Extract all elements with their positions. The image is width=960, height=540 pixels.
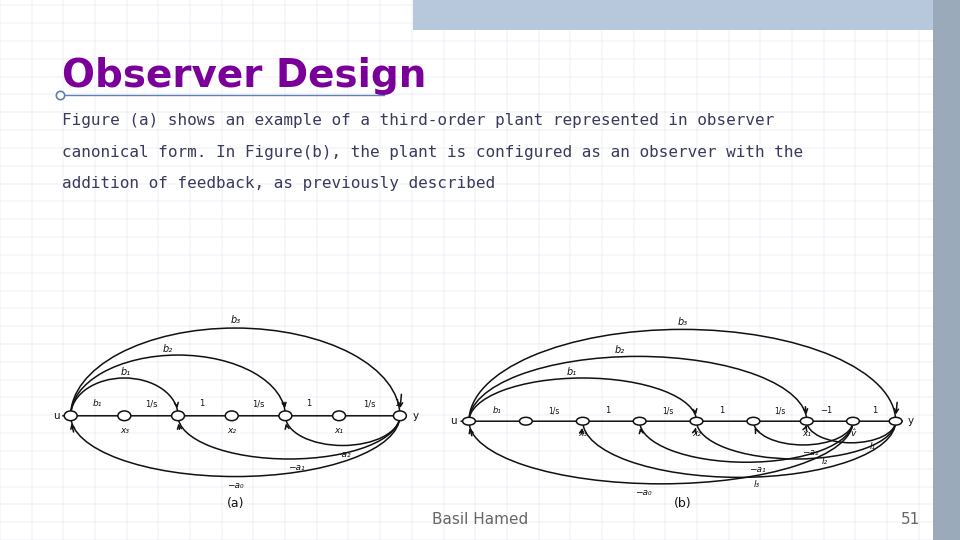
Text: (b): (b) [674, 497, 691, 510]
Text: 1/s: 1/s [252, 399, 265, 408]
Text: −a₁: −a₁ [749, 465, 765, 475]
Text: l₃: l₃ [754, 480, 760, 489]
Circle shape [690, 417, 703, 425]
Text: y: y [413, 411, 419, 421]
Circle shape [634, 417, 646, 425]
Text: b₃: b₃ [230, 315, 240, 325]
Circle shape [172, 411, 184, 421]
Text: −a₀: −a₀ [635, 488, 652, 497]
Text: 1/s: 1/s [363, 399, 375, 408]
Text: b₁: b₁ [93, 399, 102, 408]
Text: y: y [908, 416, 914, 426]
Text: b₁: b₁ [493, 406, 502, 415]
Text: −a₂: −a₂ [334, 449, 351, 458]
Text: Figure (a) shows an example of a third-order plant represented in observer: Figure (a) shows an example of a third-o… [62, 113, 775, 129]
Text: v̂: v̂ [851, 429, 855, 438]
Text: x₃: x₃ [578, 429, 588, 438]
Text: 1: 1 [719, 406, 724, 415]
Circle shape [279, 411, 292, 421]
Circle shape [118, 411, 131, 421]
Circle shape [463, 417, 475, 425]
Text: b₂: b₂ [615, 345, 625, 355]
Text: x₃: x₃ [120, 426, 129, 435]
Text: 1: 1 [394, 399, 399, 408]
Text: 51: 51 [900, 511, 920, 526]
Circle shape [394, 411, 406, 421]
Circle shape [576, 417, 589, 425]
Text: u: u [54, 411, 60, 421]
Text: b₂: b₂ [162, 343, 173, 354]
Text: 1: 1 [199, 399, 204, 408]
Text: b₁: b₁ [121, 367, 131, 377]
Text: addition of feedback, as previously described: addition of feedback, as previously desc… [62, 176, 495, 191]
Text: 1: 1 [306, 399, 311, 408]
Text: x₁: x₁ [803, 429, 811, 438]
Text: Observer Design: Observer Design [62, 57, 427, 94]
Text: 1/s: 1/s [548, 406, 560, 415]
Text: −a₀: −a₀ [227, 482, 244, 490]
Circle shape [889, 417, 902, 425]
Text: −1: −1 [820, 406, 832, 415]
Text: b₁: b₁ [567, 367, 577, 377]
Text: u: u [450, 416, 457, 426]
Text: x₂: x₂ [692, 429, 701, 438]
Circle shape [747, 417, 759, 425]
Text: canonical form. In Figure(b), the plant is configured as an observer with the: canonical form. In Figure(b), the plant … [62, 145, 804, 160]
Text: 1/s: 1/s [775, 406, 786, 415]
FancyBboxPatch shape [933, 0, 960, 540]
Circle shape [801, 417, 813, 425]
Text: −a₂: −a₂ [802, 448, 819, 457]
Text: 1/s: 1/s [145, 399, 157, 408]
Text: x₂: x₂ [228, 426, 236, 435]
Text: (a): (a) [227, 497, 244, 510]
Text: 1: 1 [872, 406, 876, 415]
Circle shape [226, 411, 238, 421]
FancyBboxPatch shape [413, 0, 960, 30]
Circle shape [332, 411, 346, 421]
Text: b₃: b₃ [677, 317, 687, 327]
Text: 1/s: 1/s [662, 406, 674, 415]
Text: 1: 1 [605, 406, 611, 415]
Text: −a₁: −a₁ [288, 463, 304, 472]
Text: l₁: l₁ [870, 442, 876, 451]
Text: x₁: x₁ [334, 426, 344, 435]
Circle shape [519, 417, 532, 425]
Circle shape [64, 411, 77, 421]
Circle shape [847, 417, 859, 425]
Text: Basil Hamed: Basil Hamed [432, 511, 528, 526]
Text: l₂: l₂ [822, 457, 828, 466]
